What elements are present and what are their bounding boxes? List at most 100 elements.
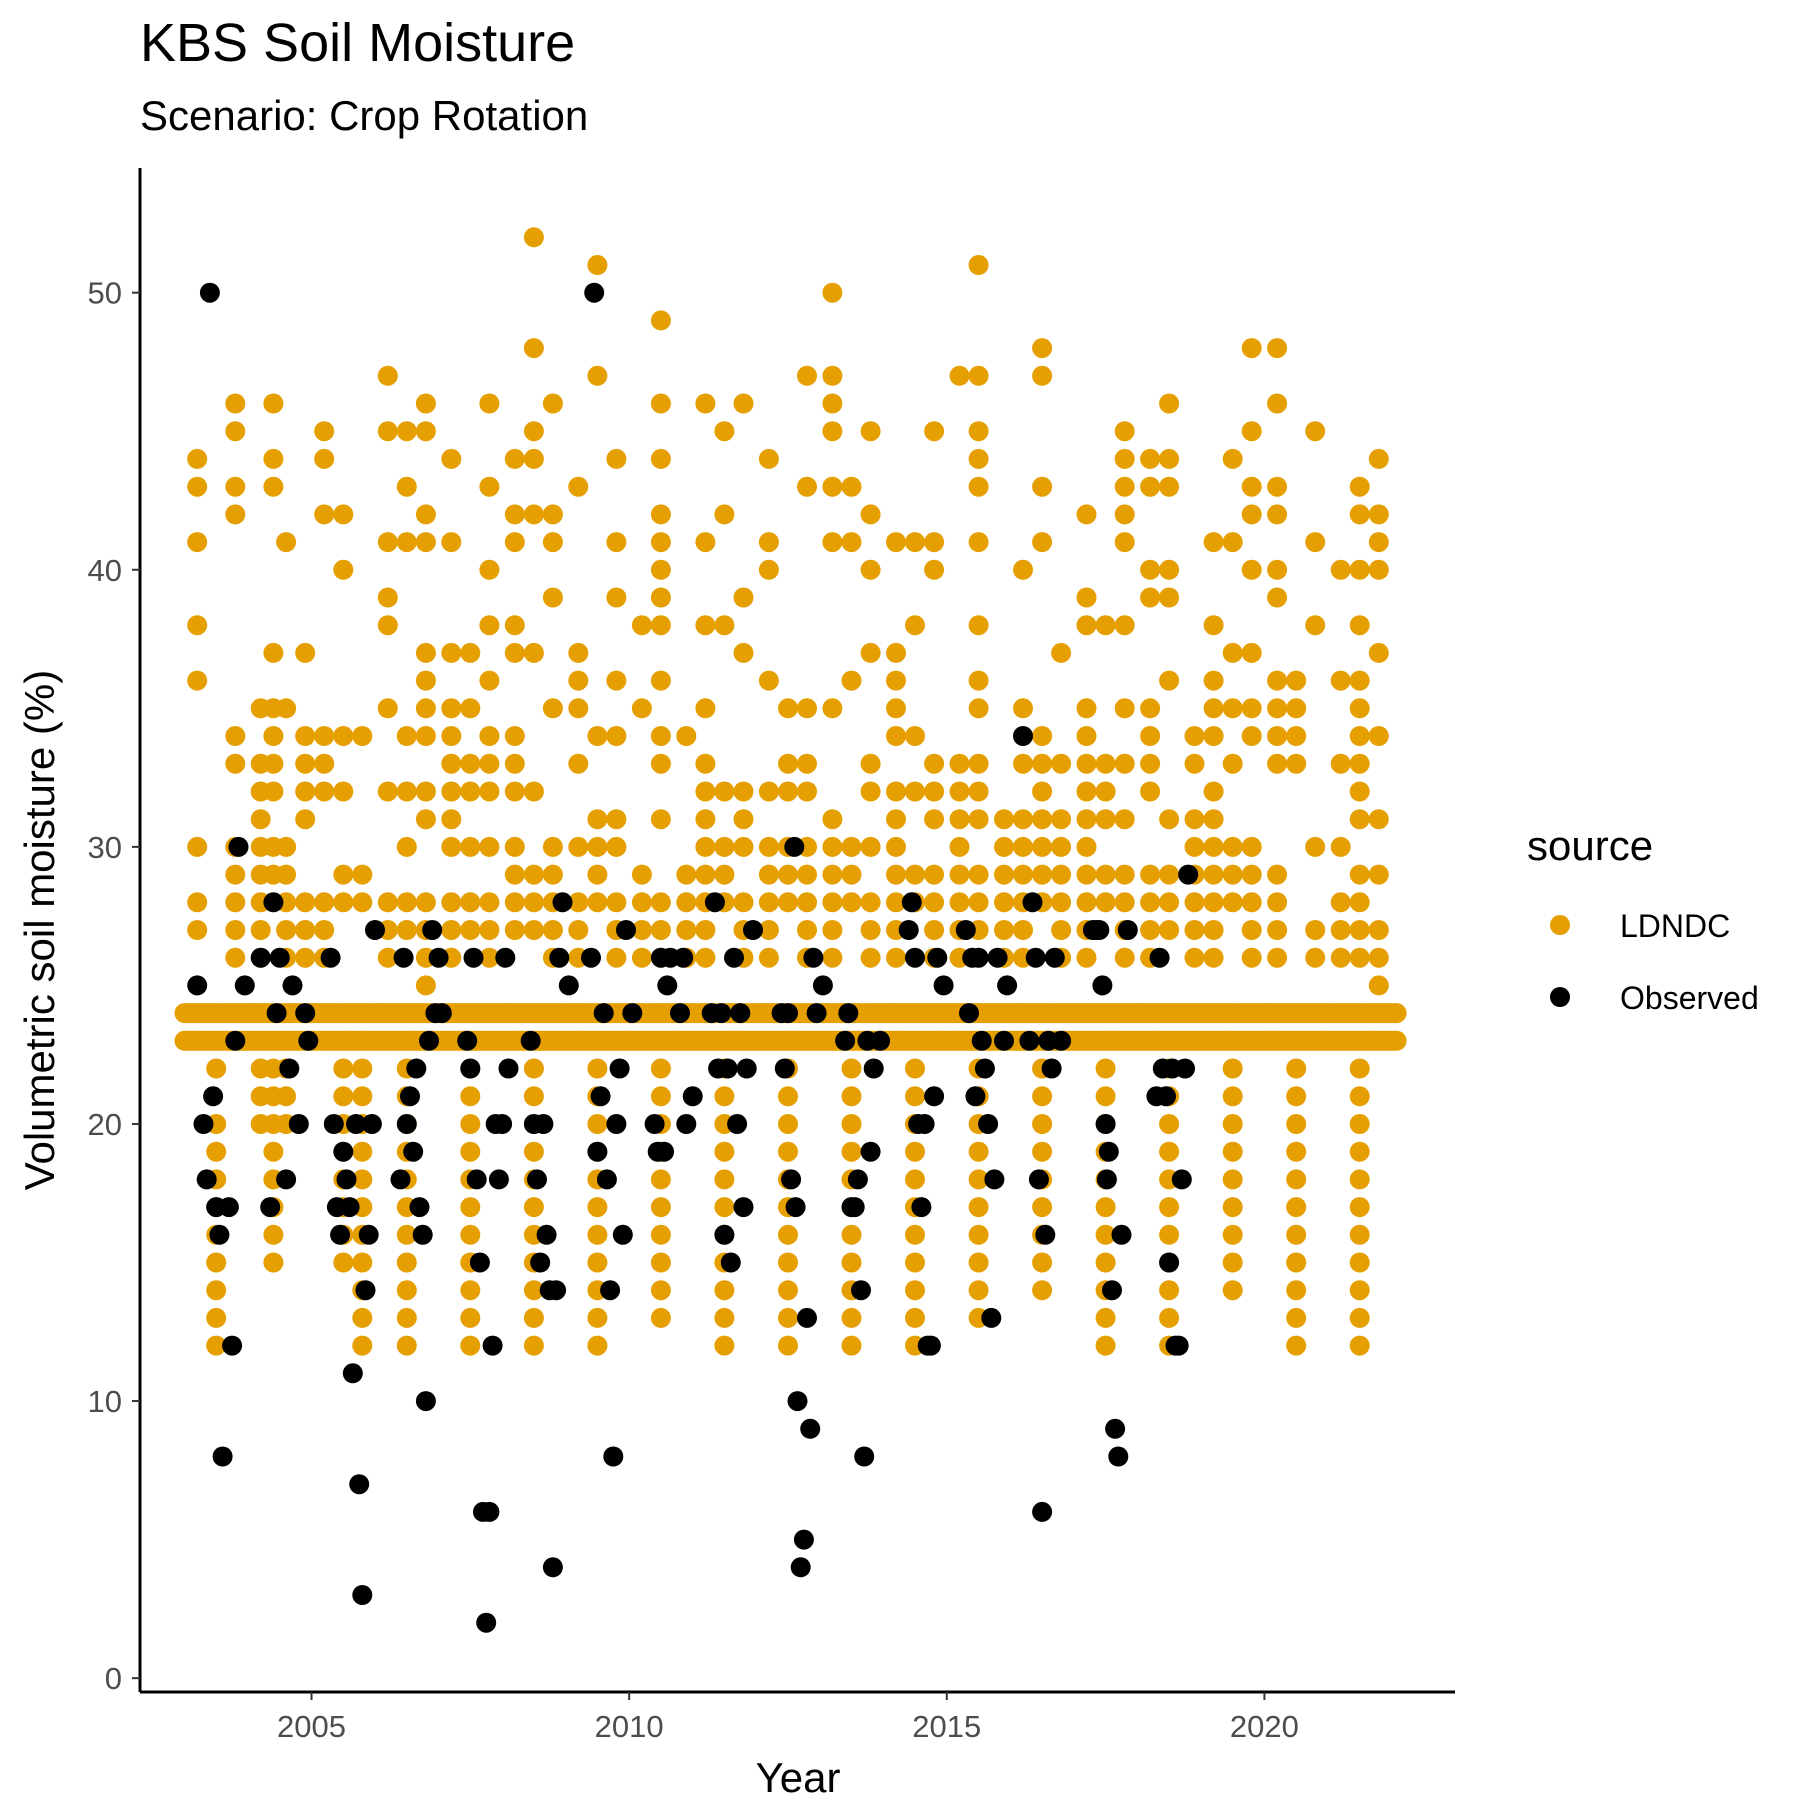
observed-point <box>654 1141 675 1162</box>
observed-point <box>790 1557 811 1578</box>
ldndc-point <box>1349 892 1370 913</box>
ldndc-point <box>479 781 500 802</box>
ldndc-point <box>352 726 373 746</box>
observed-point <box>320 947 341 968</box>
ldndc-point <box>441 532 462 553</box>
ldndc-point <box>460 836 481 857</box>
ldndc-point <box>1076 587 1097 608</box>
ldndc-point <box>1222 1197 1243 1218</box>
observed-point <box>1013 726 1033 746</box>
ldndc-point <box>695 753 716 774</box>
observed-point <box>736 1058 757 1079</box>
observed-point <box>276 1169 297 1190</box>
ldndc-point <box>650 448 671 469</box>
ldndc-point <box>994 892 1014 913</box>
ldndc-point <box>377 947 398 968</box>
ldndc-point <box>479 476 500 497</box>
ldndc-point <box>587 1058 608 1079</box>
ldndc-point <box>441 920 462 940</box>
ldndc-point <box>1349 864 1370 885</box>
ldndc-point <box>333 1252 354 1273</box>
ldndc-point <box>263 642 284 663</box>
ldndc-point <box>797 920 817 940</box>
ldndc-point <box>1241 726 1262 746</box>
ldndc-point <box>1349 476 1370 497</box>
observed-point <box>196 1169 217 1190</box>
ldndc-point <box>352 864 373 885</box>
ldndc-point <box>733 642 754 663</box>
ldndc-point <box>1032 1086 1053 1107</box>
ldndc-point <box>1286 753 1307 774</box>
observed-point <box>797 1307 817 1328</box>
ldndc-point <box>968 1141 989 1162</box>
ldndc-point <box>778 698 798 719</box>
ldndc-point <box>968 365 989 386</box>
ldndc-point <box>1159 1280 1180 1301</box>
ldndc-point <box>1386 1003 1407 1024</box>
ldndc-point <box>1286 1086 1307 1107</box>
ldndc-point <box>1159 809 1180 830</box>
ldndc-point <box>650 670 671 691</box>
ldndc-point <box>1349 781 1370 802</box>
ldndc-point <box>949 809 970 830</box>
ldndc-point <box>1095 809 1116 830</box>
legend-swatch-observed <box>1550 987 1570 1007</box>
ldndc-point <box>758 892 779 913</box>
ldndc-point <box>314 504 335 525</box>
ldndc-point <box>968 1169 989 1190</box>
ldndc-point <box>905 1280 925 1301</box>
ldndc-point <box>822 476 843 497</box>
ldndc-point <box>1349 1224 1370 1245</box>
ldndc-point <box>352 1058 373 1079</box>
ldndc-point <box>206 1307 227 1328</box>
ldndc-point <box>542 920 563 940</box>
ldndc-point <box>886 892 906 913</box>
ldndc-point <box>778 1335 798 1356</box>
ldndc-point <box>1349 559 1370 580</box>
observed-point <box>282 975 303 996</box>
ldndc-point <box>778 1307 798 1328</box>
observed-point <box>527 1169 547 1190</box>
ldndc-point <box>1095 1335 1116 1356</box>
ldndc-point <box>587 864 608 885</box>
ldndc-point <box>441 809 462 830</box>
ldndc-point <box>968 864 989 885</box>
ldndc-point <box>587 1114 608 1134</box>
ldndc-point <box>206 1058 227 1079</box>
ldndc-point <box>886 864 906 885</box>
ldndc-point <box>1076 892 1097 913</box>
ldndc-point <box>333 892 354 913</box>
ldndc-point <box>822 393 843 414</box>
ldndc-point <box>1286 1252 1307 1273</box>
ldndc-point <box>822 698 843 719</box>
ldndc-point <box>778 1280 798 1301</box>
ldndc-point <box>377 781 398 802</box>
ldndc-point <box>650 920 671 940</box>
ldndc-point <box>1095 1307 1116 1328</box>
ldndc-point <box>1286 1335 1307 1356</box>
ldndc-point <box>695 615 716 636</box>
ldndc-point <box>1159 1141 1180 1162</box>
ldndc-point <box>714 1169 735 1190</box>
observed-point <box>600 1280 621 1301</box>
ldndc-point <box>1203 920 1224 940</box>
ldndc-point <box>968 615 989 636</box>
ldndc-point <box>1267 864 1288 885</box>
observed-point <box>673 947 694 968</box>
ldndc-point <box>504 448 525 469</box>
ldndc-point <box>1013 559 1033 580</box>
ldndc-point <box>1241 642 1262 663</box>
observed-series <box>187 282 1199 1633</box>
ldndc-point <box>225 421 246 442</box>
observed-point <box>488 1169 509 1190</box>
ldndc-point <box>841 1141 862 1162</box>
ldndc-point <box>1184 809 1205 830</box>
observed-point <box>682 1086 703 1107</box>
ldndc-point <box>1076 947 1097 968</box>
observed-point <box>228 836 249 857</box>
observed-point <box>460 1058 481 1079</box>
ldndc-point <box>460 892 481 913</box>
ldndc-point <box>295 726 316 746</box>
ldndc-point <box>606 836 627 857</box>
ldndc-point <box>479 947 500 968</box>
